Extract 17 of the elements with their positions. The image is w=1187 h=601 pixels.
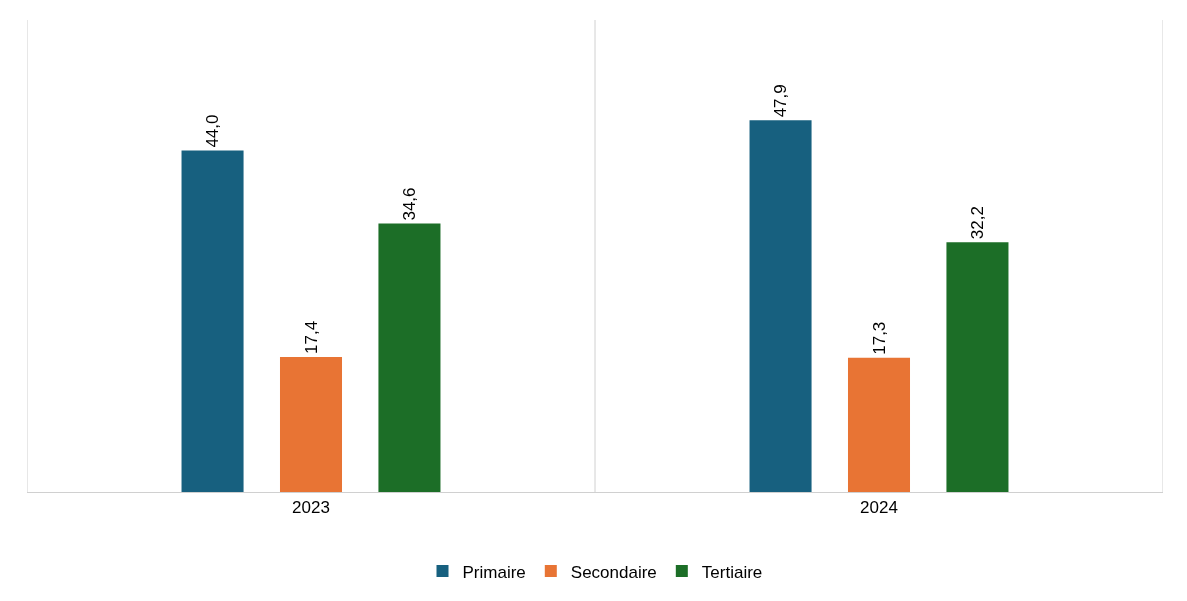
legend-label: Secondaire	[570, 562, 657, 582]
x-tick-label: 2024	[860, 498, 898, 518]
x-tick-label: 2023	[292, 498, 330, 518]
bar	[181, 150, 244, 492]
legend-label: Primaire	[462, 562, 526, 582]
data-label: 44,0	[203, 114, 223, 148]
data-label: 17,4	[301, 320, 321, 354]
bar	[279, 356, 343, 492]
bar	[378, 223, 441, 492]
data-label: 47,9	[771, 84, 791, 118]
data-label: 17,3	[869, 321, 889, 355]
bar	[749, 120, 812, 492]
bar	[946, 242, 1009, 492]
bar	[847, 357, 911, 492]
data-label: 34,6	[399, 187, 419, 221]
data-label: 32,2	[967, 206, 987, 240]
legend-label: Tertiaire	[701, 562, 763, 582]
